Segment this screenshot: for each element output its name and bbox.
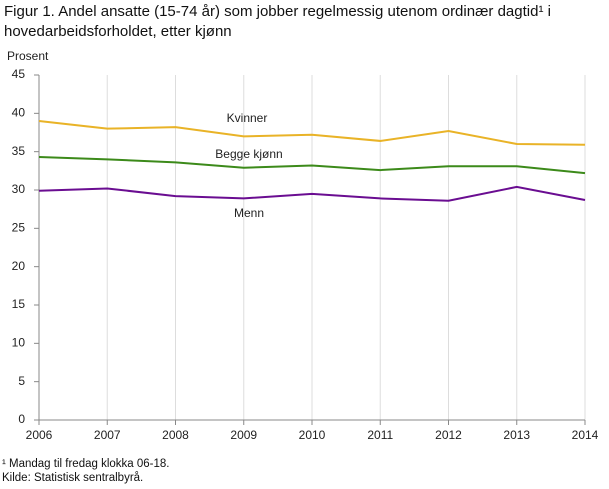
y-tick-label: 20 — [12, 259, 26, 273]
footer: ¹ Mandag til fredag klokka 06-18. Kilde:… — [2, 457, 169, 485]
source: Kilde: Statistisk sentralbyrå. — [2, 472, 144, 484]
y-tick-label: 0 — [18, 412, 25, 426]
x-tick-label: 2007 — [94, 428, 121, 442]
x-tick-label: 2008 — [162, 428, 189, 442]
y-tick-label: 40 — [12, 106, 26, 120]
footnote: ¹ Mandag til fredag klokka 06-18. — [2, 458, 170, 470]
y-tick-label: 15 — [12, 297, 26, 311]
y-tick-label: 30 — [12, 182, 26, 196]
series-label: Begge kjønn — [215, 147, 282, 161]
y-tick-label: 35 — [12, 144, 26, 158]
series-line — [38, 185, 586, 202]
x-tick-label: 2011 — [367, 428, 393, 442]
x-tick-label: 2009 — [230, 428, 257, 442]
x-tick-label: 2013 — [503, 428, 530, 442]
x-tick-label: 2006 — [26, 428, 53, 442]
x-tick-label: 2010 — [299, 428, 326, 442]
y-tick-label: 25 — [12, 221, 26, 235]
series-label: Menn — [234, 206, 264, 220]
x-tick-label: 2014 — [572, 428, 599, 442]
chart-title: Figur 1. Andel ansatte (15-74 år) som jo… — [4, 3, 551, 40]
y-tick-label: 10 — [12, 336, 26, 350]
y-axis-label: Prosent — [7, 49, 49, 63]
series-label: Kvinner — [227, 111, 268, 125]
y-tick-label: 5 — [18, 374, 25, 388]
series-line — [38, 120, 586, 146]
x-tick-label: 2012 — [435, 428, 462, 442]
y-tick-label: 45 — [12, 67, 26, 81]
series-line — [38, 156, 586, 175]
